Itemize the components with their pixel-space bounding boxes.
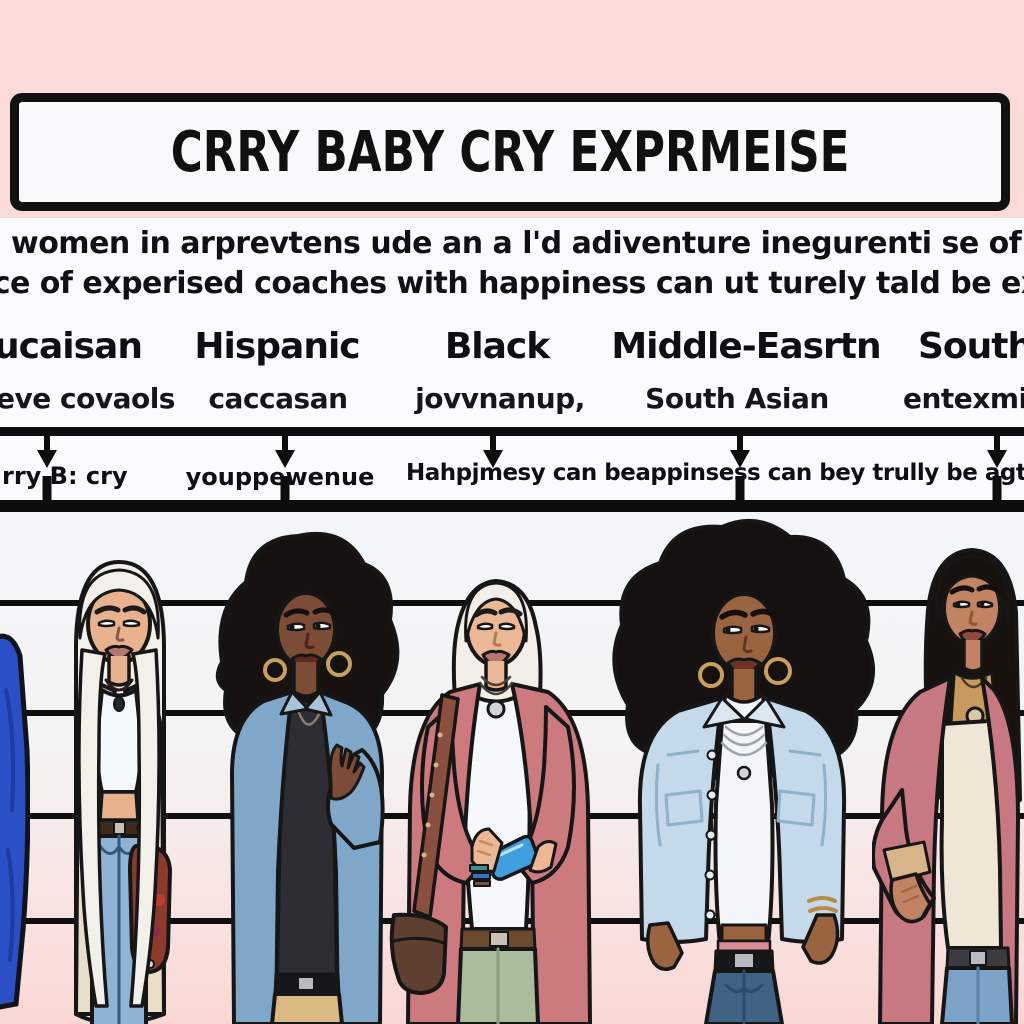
figure-woman-curly-hair-denim-shirt xyxy=(212,512,404,1024)
title-banner-box: CRRY BABY CRY EXPRMEISE xyxy=(10,93,1010,211)
figure-partial-blue-sleeve xyxy=(0,630,30,1010)
down-arrow-icon xyxy=(275,436,295,468)
down-arrow-icon xyxy=(987,436,1007,468)
paragraph-block: ne i6, varring a women in arprevtens ude… xyxy=(0,226,1024,304)
category-label-3: Black xyxy=(444,326,550,367)
timeline-tick xyxy=(992,476,1002,504)
figure-woman-afro-denim-jacket xyxy=(598,505,883,1024)
timeline-strip: rry B: cry youppewenue Hahpjmesy can bea… xyxy=(0,427,1024,512)
category-sublabel-3: jovvnanup, xyxy=(415,382,585,415)
category-label-2: Hispanic xyxy=(194,326,360,367)
category-label-1: ucaisan xyxy=(0,326,143,367)
poster-title: CRRY BABY CRY EXPRMEISE xyxy=(170,119,850,185)
figure-woman-platinum-bob-pink-cardigan xyxy=(388,545,610,1024)
timeline-tick xyxy=(735,476,745,504)
timeline-right-label: Hahpjmesy can beappinsess can bey trully… xyxy=(406,460,1024,486)
paragraph-line-2: nerr the guddnce of experised coaches wi… xyxy=(0,266,1024,301)
figure-woman-black-hair-pink-cardigan xyxy=(872,520,1024,1024)
timeline-center-label: youppewenue xyxy=(185,463,375,491)
down-arrow-icon xyxy=(37,436,57,468)
down-arrow-icon xyxy=(483,436,503,468)
text-panel-background xyxy=(0,218,1024,427)
timeline-tick xyxy=(280,476,290,504)
category-sublabel-2: caccasan xyxy=(208,382,348,415)
paragraph-line-1: ne i6, varring a women in arprevtens ude… xyxy=(0,226,1024,261)
figure-woman-white-hair-cream-cardigan xyxy=(18,528,218,1024)
category-label-4: Middle-Easrtn xyxy=(611,326,881,367)
timeline-tick xyxy=(42,476,52,504)
category-sublabel-4: South Asian xyxy=(645,382,829,415)
category-sublabel-5: entexmisio xyxy=(903,382,1024,415)
category-label-5: South A xyxy=(918,326,1024,367)
down-arrow-icon xyxy=(730,436,750,468)
category-sublabel-1: eve covaols xyxy=(0,382,175,415)
timeline-left-label: rry B: cry xyxy=(2,462,128,490)
